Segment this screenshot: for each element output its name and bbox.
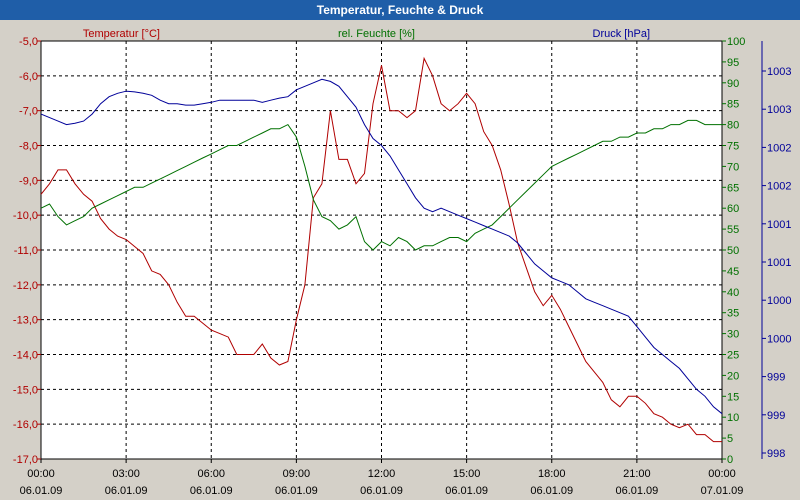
humidity-tick-label: 100 — [727, 36, 745, 48]
temperature-tick-label: -5,0 — [19, 36, 38, 48]
humidity-tick-label: 95 — [727, 57, 739, 69]
temperature-tick-label: -10,0 — [13, 210, 38, 222]
humidity-tick-label: 30 — [727, 329, 739, 341]
humidity-tick-label: 60 — [727, 203, 739, 215]
pressure-axis-label: Druck [hPa] — [593, 28, 650, 40]
grid — [41, 41, 722, 459]
x-tick-time: 18:00 — [538, 468, 566, 480]
x-tick-time: 15:00 — [453, 468, 481, 480]
humidity-line — [40, 119, 722, 251]
pressure-series — [40, 78, 723, 415]
pressure-tick-label: 1003 — [767, 66, 791, 78]
humidity-tick-label: 90 — [727, 78, 739, 90]
temperature-tick-label: -15,0 — [13, 384, 38, 396]
humidity-tick-label: 35 — [727, 308, 739, 320]
humidity-tick-label: 80 — [727, 120, 739, 132]
pressure-tick-label: 1002 — [767, 142, 791, 154]
humidity-tick-label: 0 — [727, 454, 733, 466]
axis-ticks: -5,0 -6,0 -7,0 -8,0 -9,0 -10,0 -11,0 -12,0 -13,0… — [13, 36, 792, 497]
chart-title: Temperatur, Feuchte & Druck — [0, 0, 800, 20]
x-tick-date: 07.01.09 — [701, 485, 744, 497]
pressure-tick-label: 998 — [767, 448, 785, 460]
temperature-tick-label: -17,0 — [13, 454, 38, 466]
x-tick-date: 06.01.09 — [20, 485, 63, 497]
x-tick-date: 06.01.09 — [105, 485, 148, 497]
humidity-series — [40, 119, 722, 251]
x-tick-date: 06.01.09 — [445, 485, 488, 497]
pressure-tick-label: 999 — [767, 410, 785, 422]
x-tick-date: 06.01.09 — [275, 485, 318, 497]
pressure-line — [40, 78, 723, 415]
temperature-tick-label: -11,0 — [14, 245, 38, 257]
pressure-tick-label: 1000 — [767, 333, 791, 345]
temperature-tick-label: -16,0 — [13, 419, 38, 431]
humidity-tick-label: 85 — [727, 99, 739, 111]
x-tick-date: 06.01.09 — [530, 485, 573, 497]
humidity-tick-label: 45 — [727, 266, 739, 278]
humidity-tick-label: 50 — [727, 245, 739, 257]
pressure-tick-label: 1002 — [767, 181, 791, 193]
humidity-tick-label: 5 — [727, 433, 733, 445]
temperature-tick-label: -6,0 — [19, 71, 38, 83]
humidity-tick-label: 25 — [727, 350, 739, 362]
temperature-tick-label: -14,0 — [13, 350, 38, 362]
temperature-tick-label: -13,0 — [13, 315, 38, 327]
humidity-axis-label: rel. Feuchte [%] — [338, 28, 415, 40]
humidity-tick-label: 10 — [727, 412, 739, 424]
humidity-tick-label: 70 — [727, 161, 739, 173]
pressure-tick-label: 1001 — [767, 257, 791, 269]
pressure-tick-label: 999 — [767, 372, 785, 384]
x-tick-time: 00:00 — [27, 468, 55, 480]
temperature-tick-label: -12,0 — [13, 280, 38, 292]
x-tick-time: 06:00 — [197, 468, 225, 480]
x-tick-time: 03:00 — [112, 468, 140, 480]
temperature-line — [40, 56, 722, 443]
pressure-tick-label: 1000 — [767, 295, 791, 307]
x-tick-time: 21:00 — [623, 468, 651, 480]
x-tick-time: 12:00 — [368, 468, 396, 480]
temperature-tick-label: -9,0 — [19, 175, 38, 187]
x-tick-time: 00:00 — [708, 468, 736, 480]
temperature-series — [40, 56, 722, 443]
humidity-tick-label: 20 — [727, 370, 739, 382]
temperature-tick-label: -7,0 — [19, 106, 38, 118]
humidity-tick-label: 65 — [727, 182, 739, 194]
pressure-tick-label: 1001 — [767, 219, 791, 231]
pressure-tick-label: 1003 — [767, 104, 791, 116]
x-tick-date: 06.01.09 — [360, 485, 403, 497]
humidity-tick-label: 40 — [727, 287, 739, 299]
temperature-axis-label: Temperatur [°C] — [83, 28, 160, 40]
x-tick-date: 06.01.09 — [615, 485, 658, 497]
temperature-tick-label: -8,0 — [19, 141, 38, 153]
humidity-tick-label: 55 — [727, 224, 739, 236]
x-tick-date: 06.01.09 — [190, 485, 233, 497]
humidity-tick-label: 75 — [727, 141, 739, 153]
humidity-tick-label: 15 — [727, 391, 739, 403]
x-tick-time: 09:00 — [283, 468, 311, 480]
